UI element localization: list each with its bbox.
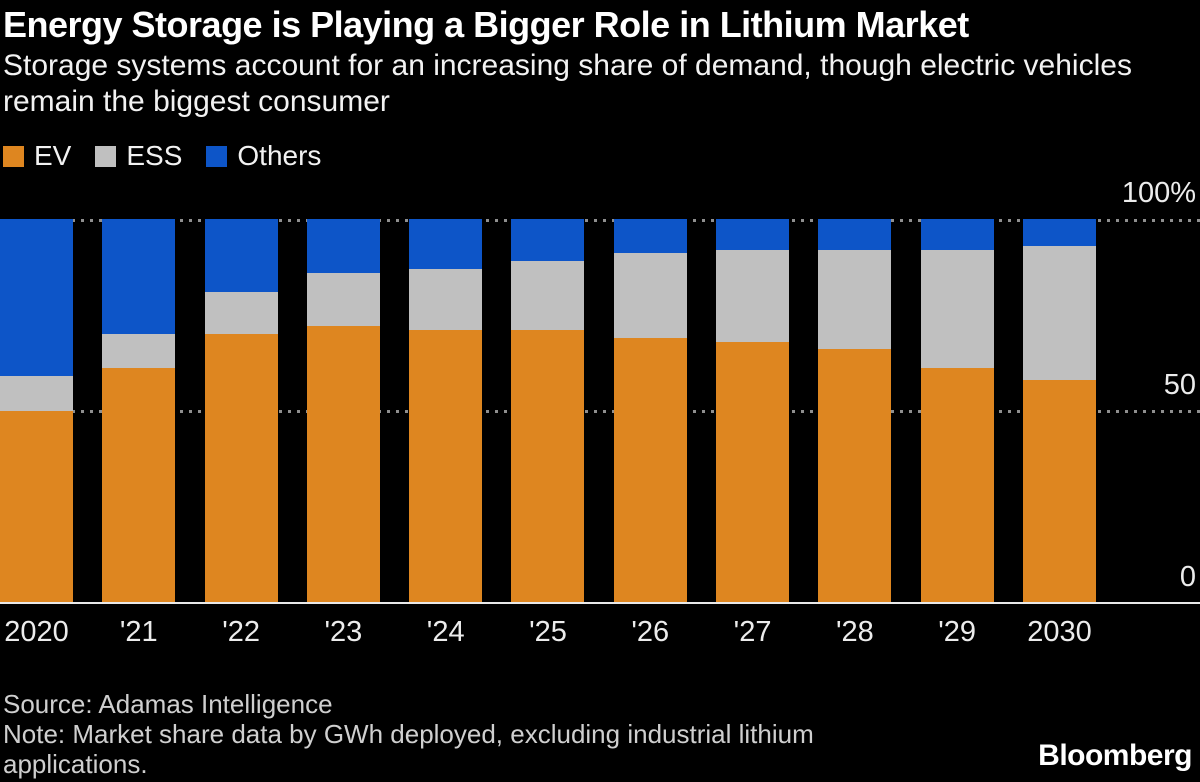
bar-segment-others: [511, 219, 585, 262]
x-axis-label-2020: 2020: [4, 616, 69, 648]
bar-segment-ess: [716, 249, 790, 342]
bar-segment-ess: [613, 253, 687, 338]
bar-23: [306, 219, 380, 602]
bar-segment-others: [409, 219, 483, 269]
bar-segment-ev: [920, 368, 994, 602]
source-text: Source: Adamas Intelligence: [3, 689, 333, 719]
bar-segment-ess: [920, 249, 994, 369]
bar-segment-ev: [0, 410, 73, 602]
bar-segment-ev: [716, 341, 790, 602]
x-axis-label-23: '23: [324, 616, 363, 648]
bar-segment-ev: [511, 330, 585, 602]
bar-segment-others: [716, 219, 790, 250]
x-axis-label-29: '29: [938, 616, 977, 648]
bar-29: [920, 219, 994, 602]
x-axis-baseline: [0, 602, 1200, 604]
bar-22: [204, 219, 278, 602]
bar-segment-ess: [102, 333, 176, 369]
bar-segment-ev: [306, 326, 380, 602]
bloomberg-logo: Bloomberg: [1038, 739, 1192, 772]
bar-2030: [1022, 219, 1096, 602]
x-axis-label-24: '24: [426, 616, 465, 648]
x-axis-label-21: '21: [119, 616, 158, 648]
x-axis-label-26: '26: [631, 616, 670, 648]
bar-segment-ess: [204, 291, 278, 334]
bar-27: [716, 219, 790, 602]
bar-segment-others: [920, 219, 994, 250]
y-tick-0: 0: [1179, 561, 1196, 593]
bar-26: [613, 219, 687, 602]
y-tick-50: 50: [1163, 369, 1196, 401]
bar-segment-ess: [511, 261, 585, 331]
bar-segment-others: [0, 219, 73, 377]
x-axis-labels: 2020 '21 '22 '23 '24 '25 '26 '27 '28 '29 2030: [0, 614, 1096, 650]
bar-segment-others: [306, 219, 380, 273]
x-axis-label-22: '22: [222, 616, 260, 648]
legend-item-others: Others: [206, 140, 321, 172]
bar-segment-others: [1022, 219, 1096, 246]
bar-segment-ess: [306, 272, 380, 327]
bar-segment-ev: [613, 337, 687, 602]
legend-label-ess: ESS: [126, 140, 183, 171]
bar-21: [102, 219, 176, 602]
bar-segment-others: [613, 219, 687, 254]
x-axis-label-2030: 2030: [1027, 616, 1092, 648]
bar-segment-others: [204, 219, 278, 292]
others-swatch-icon: [206, 145, 228, 167]
bar-segment-ess: [1022, 245, 1096, 380]
gridline-100: [0, 219, 1200, 222]
y-tick-100: 100%: [1121, 177, 1196, 209]
x-axis-label-27: '27: [733, 616, 772, 648]
bar-segment-ess: [409, 268, 483, 331]
bar-segment-others: [102, 219, 176, 334]
bar-segment-ess: [818, 249, 892, 350]
bar-2020: [0, 219, 73, 602]
bar-segment-ev: [818, 349, 892, 602]
ess-swatch-icon: [95, 145, 117, 167]
bar-segment-ev: [204, 333, 278, 602]
bar-segment-ev: [102, 368, 176, 602]
bar-24: [409, 219, 483, 602]
ev-swatch-icon: [3, 145, 24, 167]
gridline-50: [0, 410, 1200, 413]
bar-segment-others: [818, 219, 892, 250]
legend-item-ev: EV: [3, 140, 71, 172]
chart-subtitle: Storage systems account for an increasin…: [3, 49, 1132, 118]
legend: EV ESS Others: [3, 140, 321, 172]
chart-title: Energy Storage is Playing a Bigger Role …: [3, 4, 969, 45]
note-text: Note: Market share data by GWh deployed,…: [3, 719, 814, 779]
x-axis-label-28: '28: [835, 616, 874, 648]
x-axis-label-25: '25: [529, 616, 567, 648]
bar-segment-ev: [409, 330, 483, 602]
bar-segment-ess: [0, 376, 73, 411]
legend-label-others: Others: [237, 140, 322, 171]
bars: [0, 219, 1096, 602]
legend-item-ess: ESS: [95, 140, 182, 172]
legend-label-ev: EV: [34, 140, 72, 171]
bar-25: [511, 219, 585, 602]
bar-segment-ev: [1022, 379, 1096, 602]
bar-28: [818, 219, 892, 602]
